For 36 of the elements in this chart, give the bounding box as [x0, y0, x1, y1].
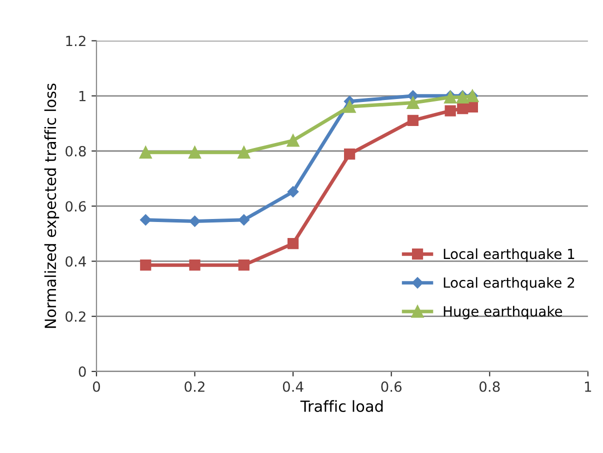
point: [189, 260, 200, 271]
y-tick-label: 0: [78, 366, 86, 377]
y-tick-label: 0.8: [66, 146, 86, 156]
point: [188, 146, 202, 159]
point: [140, 260, 152, 271]
x-tick-label: 0.6: [381, 381, 402, 392]
x-tick-label: 1: [585, 382, 592, 392]
point: [238, 146, 250, 159]
point: [238, 214, 250, 226]
y-tick-label: 1: [79, 91, 86, 102]
point: [287, 186, 299, 198]
x-axis-title: Traffic load: [300, 400, 383, 412]
point: [139, 146, 152, 159]
point: [238, 260, 250, 271]
point: [406, 96, 420, 110]
point: [344, 148, 356, 160]
point: [140, 214, 152, 226]
legend-label: Local earthquake 2: [444, 277, 574, 291]
x-tick-label: 0: [92, 381, 100, 392]
point: [286, 134, 300, 147]
legend-label: Local earthquake 1: [444, 248, 574, 262]
x-tick-label: 0.2: [184, 381, 204, 392]
y-tick-label: 1.2: [66, 36, 86, 46]
point: [288, 238, 299, 250]
legend-label: Huge earthquake: [444, 306, 562, 320]
y-axis-title: Normalized expected traffic loss: [44, 84, 60, 328]
x-tick-label: 0.8: [480, 381, 500, 392]
y-tick-label: 0.2: [66, 311, 86, 322]
y-tick-label: 0.6: [66, 201, 86, 212]
point: [189, 216, 200, 227]
point: [343, 100, 356, 113]
y-tick-label: 0.4: [66, 256, 86, 267]
point: [444, 105, 456, 116]
point: [466, 101, 478, 112]
x-tick-label: 0.4: [282, 381, 304, 392]
point: [407, 114, 419, 126]
